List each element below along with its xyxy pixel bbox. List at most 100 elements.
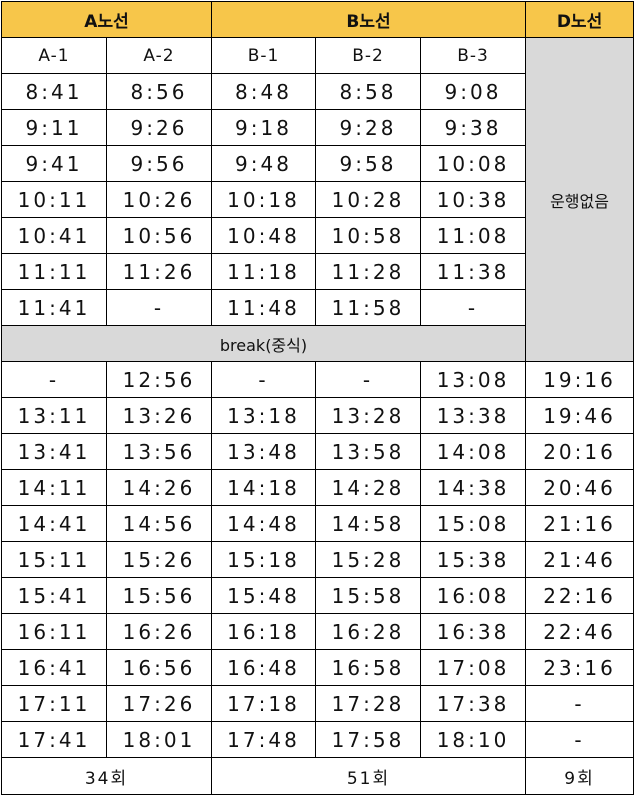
total-trips-cell: 51회 [210, 757, 527, 795]
time-cell: 9:41 [1, 145, 107, 182]
time-cell: 16:58 [315, 649, 421, 686]
not-operating-cell: 운행없음 [525, 37, 635, 362]
time-cell: 14:38 [419, 469, 527, 506]
time-cell: 23:16 [525, 649, 635, 686]
time-cell: 21:16 [525, 505, 635, 542]
time-cell: 16:41 [1, 649, 107, 686]
time-cell: 8:58 [315, 73, 421, 110]
time-cell: 17:08 [419, 649, 527, 686]
time-cell: 11:38 [419, 253, 527, 290]
sub-route-header: B-1 [211, 37, 316, 74]
lunch-break-label: break(중식) [0, 325, 527, 362]
time-cell: - [419, 289, 527, 326]
sub-route-header: B-2 [315, 37, 421, 74]
time-cell: 14:56 [106, 505, 212, 542]
time-cell: 9:11 [1, 109, 107, 146]
time-cell: 16:48 [211, 649, 316, 686]
table-row: 13:11 13:26 13:18 13:28 13:38 19:46 [1, 397, 635, 434]
time-cell: 15:56 [106, 577, 212, 614]
time-cell: 13:38 [419, 397, 527, 434]
time-cell: 9:56 [106, 145, 212, 182]
totals-row: 34회 51회 9회 [1, 757, 635, 795]
time-cell: 10:58 [315, 217, 421, 254]
table-row: 13:41 13:56 13:48 13:58 14:08 20:16 [1, 433, 635, 470]
time-cell: 16:08 [419, 577, 527, 614]
time-cell: 17:26 [106, 685, 212, 722]
time-cell: 9:48 [211, 145, 316, 182]
time-cell: 14:41 [1, 505, 107, 542]
time-cell: 10:38 [419, 181, 527, 218]
time-cell: 17:41 [1, 721, 107, 758]
time-cell: 15:08 [419, 505, 527, 542]
time-cell: 10:28 [315, 181, 421, 218]
time-cell: 13:11 [1, 397, 107, 434]
time-cell: 13:56 [106, 433, 212, 470]
time-cell: 13:41 [1, 433, 107, 470]
route-header-1: B노선 [210, 1, 527, 38]
time-cell: 19:46 [525, 397, 635, 434]
time-cell: 15:26 [106, 541, 212, 578]
time-cell: 16:26 [106, 613, 212, 650]
time-cell: 11:41 [1, 289, 107, 326]
time-cell: 22:46 [525, 613, 635, 650]
time-cell: 13:58 [315, 433, 421, 470]
total-trips-cell: 9회 [525, 757, 635, 795]
time-cell: 17:18 [211, 685, 316, 722]
time-cell: 18:01 [106, 721, 212, 758]
time-cell: 14:18 [211, 469, 316, 506]
table-row: 10:11 10:26 10:18 10:28 10:38 [1, 181, 634, 218]
time-cell: 13:48 [211, 433, 316, 470]
time-cell: 17:48 [211, 721, 316, 758]
time-cell: 11:28 [315, 253, 421, 290]
time-cell: 19:16 [525, 361, 635, 398]
time-cell: 14:11 [1, 469, 107, 506]
table-row: 10:41 10:56 10:48 10:58 11:08 [1, 217, 634, 254]
time-cell: 17:28 [315, 685, 421, 722]
time-cell: 15:48 [211, 577, 316, 614]
time-cell: 15:58 [315, 577, 421, 614]
time-cell: 14:28 [315, 469, 421, 506]
time-cell: 14:58 [315, 505, 421, 542]
time-cell: 10:08 [419, 145, 527, 182]
time-cell: 17:58 [315, 721, 421, 758]
total-trips-cell: 34회 [1, 757, 212, 795]
time-cell: 11:18 [211, 253, 316, 290]
table-row: 11:41-11:48 11:58- [1, 289, 634, 326]
sub-route-header: B-3 [419, 37, 527, 74]
time-cell: 15:38 [419, 541, 527, 578]
time-cell: 10:18 [211, 181, 316, 218]
time-cell: 17:11 [1, 685, 107, 722]
route-header-d: D노선 [525, 1, 635, 38]
table-row: 15:41 15:56 15:48 15:58 16:08 22:16 [1, 577, 635, 614]
table-row: 14:41 14:56 14:48 14:58 15:08 21:16 [1, 505, 635, 542]
time-cell: 20:46 [525, 469, 635, 506]
time-cell: 13:26 [106, 397, 212, 434]
time-cell: 12:56 [106, 361, 212, 398]
time-cell: 16:18 [211, 613, 316, 650]
time-cell: - [211, 361, 316, 398]
time-cell: 8:56 [106, 73, 212, 110]
time-cell: 16:28 [315, 613, 421, 650]
time-cell: 9:28 [315, 109, 421, 146]
time-cell: 11:08 [419, 217, 527, 254]
table-row: 17:11 17:26 17:18 17:28 17:38- [1, 685, 635, 722]
time-cell: 10:41 [1, 217, 107, 254]
time-cell: 9:18 [211, 109, 316, 146]
time-cell: 9:08 [419, 73, 527, 110]
time-cell: 21:46 [525, 541, 635, 578]
time-cell: 15:18 [211, 541, 316, 578]
sub-route-header-row: A-1 A-2 B-1 B-2 B-3 운행없음 [1, 37, 635, 362]
time-cell: 9:38 [419, 109, 527, 146]
time-cell: 11:58 [315, 289, 421, 326]
time-cell: 11:48 [211, 289, 316, 326]
time-cell: 13:18 [211, 397, 316, 434]
time-cell: - [315, 361, 421, 398]
time-cell: 11:11 [1, 253, 107, 290]
table-row: 16:41 16:56 16:48 16:58 17:08 23:16 [1, 649, 635, 686]
time-cell: 10:56 [106, 217, 212, 254]
time-cell: 14:26 [106, 469, 212, 506]
time-cell: 9:58 [315, 145, 421, 182]
time-cell: 18:10 [419, 721, 527, 758]
time-cell: 11:26 [106, 253, 212, 290]
table-row: 9:41 9:56 9:48 9:58 10:08 [1, 145, 634, 182]
